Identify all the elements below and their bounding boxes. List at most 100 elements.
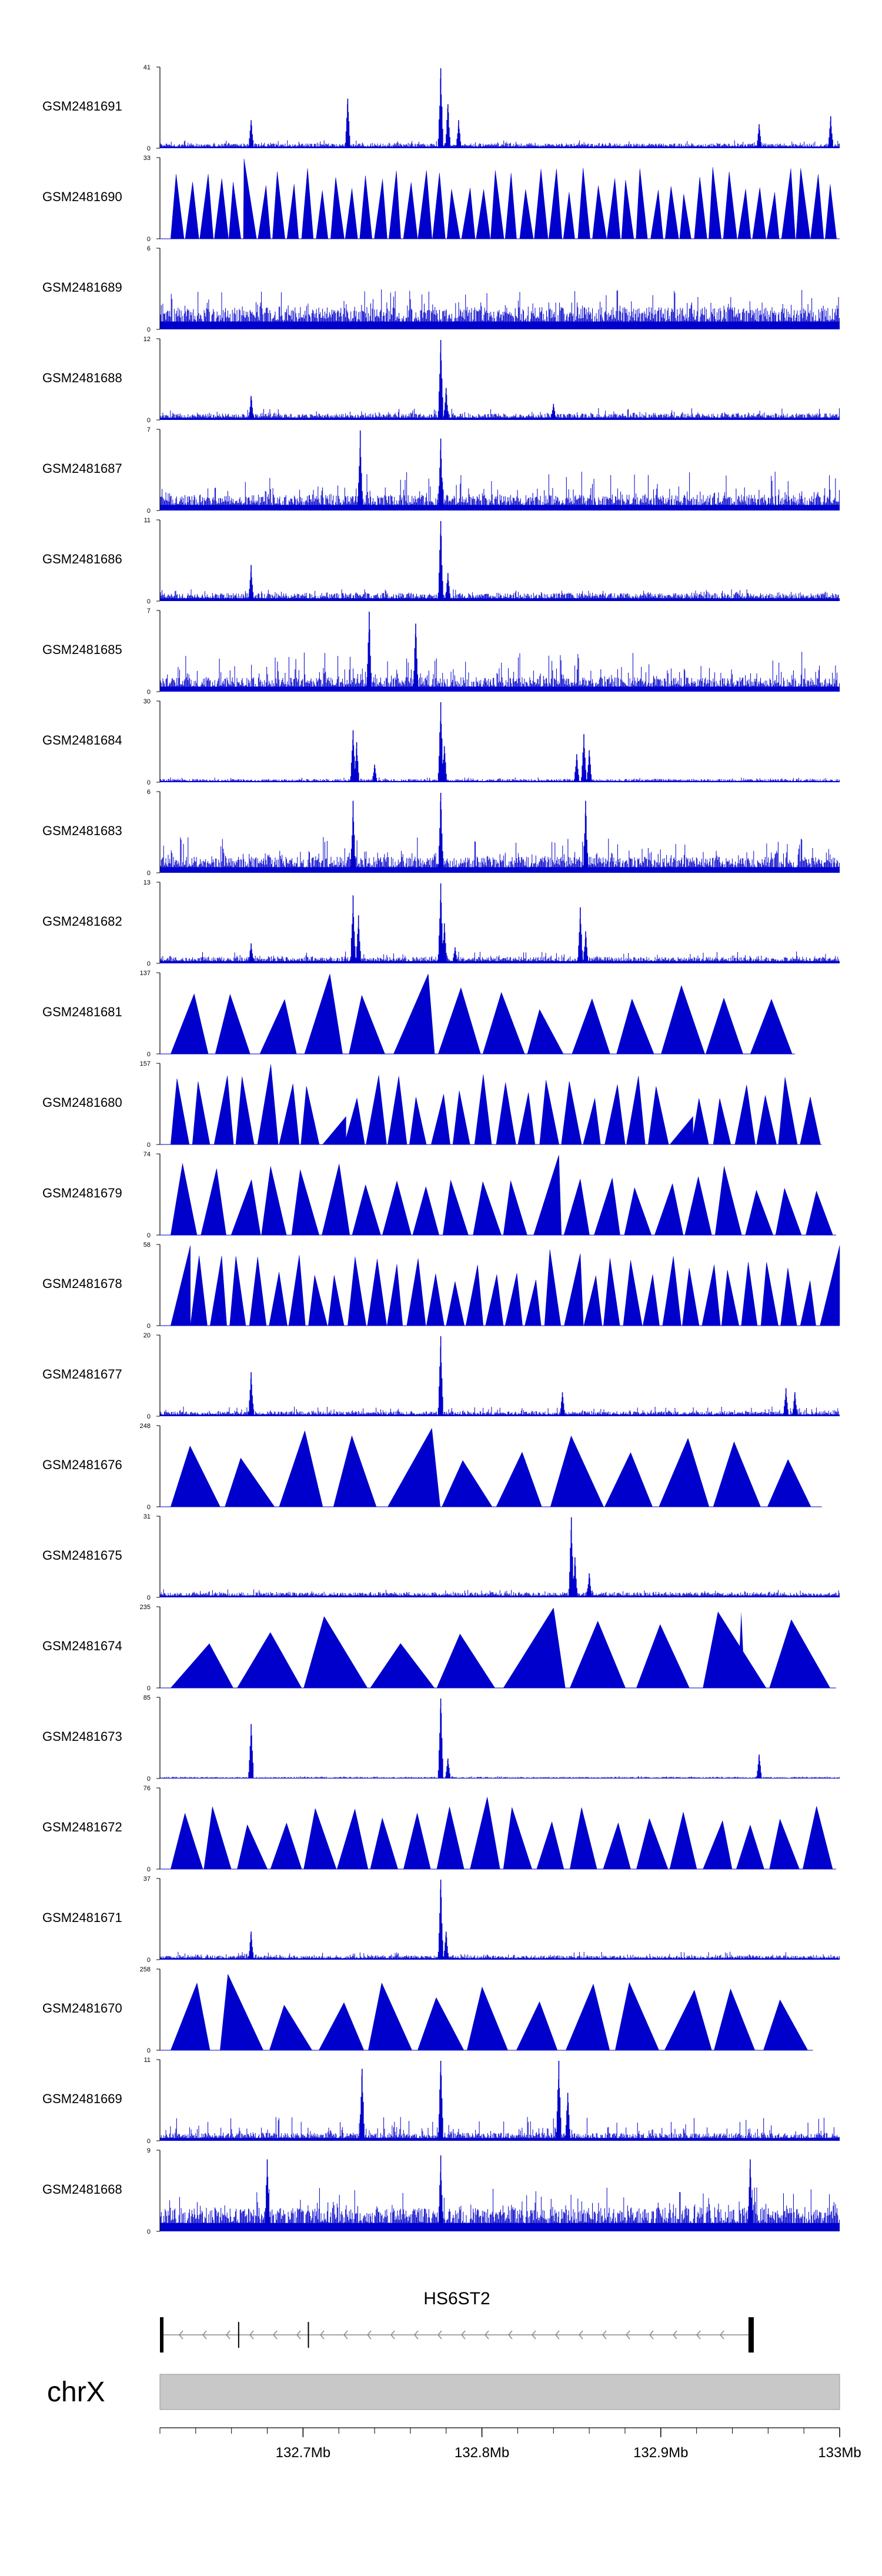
signal-segment — [684, 1176, 712, 1236]
y-axis-zero-label: 0 — [147, 1866, 151, 1873]
signal-peak — [248, 396, 254, 420]
track-GSM2481678: GSM2481678 58 0 — [42, 1242, 840, 1330]
track-label: GSM2481689 — [42, 280, 122, 295]
chromosome-label: chrX — [47, 2377, 105, 2408]
y-axis-max-label: 85 — [143, 1694, 151, 1701]
signal-segment — [258, 185, 271, 239]
strand-chevron-icon — [390, 2330, 395, 2340]
signal-peak — [353, 742, 359, 782]
signal-segment — [201, 1169, 226, 1236]
signal-segment — [505, 1273, 523, 1326]
signal-segment — [482, 992, 525, 1055]
signal-noise — [160, 1951, 840, 1960]
signal-segment — [569, 1620, 626, 1689]
signal-peak — [248, 943, 254, 963]
signal-segment — [426, 1273, 445, 1326]
signal-segment — [470, 1797, 500, 1870]
signal-segment — [368, 1982, 412, 2051]
signal-segment — [713, 1098, 731, 1145]
signal-segment — [170, 1643, 234, 1689]
signal-peak — [248, 565, 254, 601]
signal-segment — [344, 1098, 365, 1145]
signal-segment — [648, 1086, 669, 1145]
track-GSM2481672: GSM2481672 76 0 — [42, 1785, 836, 1873]
signal-segment — [213, 1075, 234, 1145]
x-axis-tick-label: 132.8Mb — [455, 2445, 509, 2461]
signal-noise — [160, 140, 840, 148]
y-axis-zero-label: 0 — [147, 1504, 151, 1511]
signal-segment — [550, 1435, 604, 1507]
signal-segment — [527, 1009, 564, 1055]
signal-segment — [781, 168, 796, 239]
signal-segment — [352, 1184, 381, 1236]
signal-peak — [747, 2159, 753, 2231]
signal-segment — [664, 186, 679, 239]
signal-peak — [756, 1754, 762, 1778]
signal-segment — [303, 1807, 337, 1870]
signal-peak — [443, 388, 449, 420]
track-label: GSM2481691 — [42, 99, 122, 114]
track-label: GSM2481680 — [42, 1095, 122, 1110]
signal-segment — [442, 1460, 493, 1507]
signal-segment — [604, 1085, 626, 1145]
signal-noise — [160, 589, 840, 601]
strand-chevron-icon — [720, 2330, 724, 2340]
signal-segment — [767, 192, 780, 239]
signal-segment — [603, 1258, 620, 1326]
strand-chevron-icon — [649, 2330, 654, 2340]
signal-segment — [409, 1097, 427, 1145]
signal-segment — [203, 1806, 232, 1870]
signal-segment — [517, 1092, 536, 1145]
y-axis-max-label: 74 — [143, 1151, 151, 1158]
signal-segment — [760, 1262, 779, 1326]
y-axis-zero-label: 0 — [147, 2138, 151, 2145]
signal-peak — [437, 793, 443, 873]
signal-segment — [345, 188, 358, 239]
signal-peak — [437, 1336, 443, 1416]
signal-segment — [636, 1624, 690, 1689]
signal-segment — [714, 1988, 756, 2051]
track-label: GSM2481675 — [42, 1548, 122, 1563]
strand-chevron-icon — [273, 2330, 278, 2340]
signal-segment — [572, 998, 610, 1055]
signal-segment — [349, 995, 385, 1055]
track-GSM2481689: GSM2481689 6 0 — [42, 245, 840, 333]
y-axis-max-label: 258 — [140, 1966, 151, 1973]
signal-segment — [237, 1824, 268, 1870]
signal-segment — [569, 1807, 597, 1870]
y-axis-zero-label: 0 — [147, 1685, 151, 1692]
signal-noise — [160, 2187, 840, 2231]
track-label: GSM2481679 — [42, 1186, 122, 1200]
signal-segment — [185, 182, 199, 239]
signal-segment — [452, 1090, 470, 1145]
signal-noise — [160, 777, 840, 782]
track-label: GSM2481669 — [42, 2091, 122, 2106]
signal-peak — [264, 2159, 270, 2231]
signal-peak — [248, 1931, 254, 1960]
track-label: GSM2481690 — [42, 189, 122, 204]
signal-segment — [614, 1982, 659, 2051]
signal-segment — [171, 174, 185, 239]
y-axis-max-label: 11 — [144, 2057, 151, 2064]
signal-segment — [703, 1820, 733, 1870]
signal-peak — [437, 2061, 443, 2141]
signal-segment — [594, 1177, 620, 1236]
signal-segment — [503, 1807, 533, 1870]
signal-peak — [564, 2093, 570, 2141]
y-axis-max-label: 11 — [144, 517, 151, 524]
signal-segment — [623, 1260, 643, 1326]
y-axis-zero-label: 0 — [147, 689, 151, 696]
strand-chevron-icon — [343, 2330, 348, 2340]
strand-chevron-icon — [296, 2330, 301, 2340]
signal-segment — [713, 1441, 761, 1507]
signal-segment — [583, 1276, 603, 1326]
signal-segment — [825, 184, 837, 239]
signal-segment — [333, 1435, 377, 1507]
signal-peak — [828, 116, 833, 148]
signal-segment — [417, 1997, 465, 2051]
signal-segment — [763, 1999, 808, 2051]
track-label: GSM2481688 — [42, 371, 122, 385]
signal-segment — [436, 1633, 496, 1689]
signal-segment — [750, 999, 793, 1055]
signal-peak — [583, 800, 588, 873]
